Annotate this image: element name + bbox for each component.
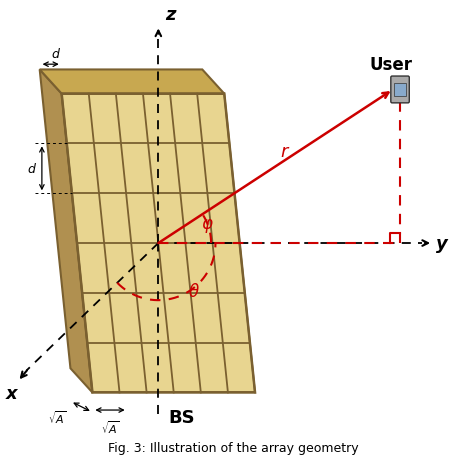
Text: r: r (280, 142, 287, 161)
Text: φ: φ (201, 215, 212, 233)
Text: User: User (370, 56, 413, 73)
Text: d: d (51, 48, 59, 61)
Text: BS: BS (169, 408, 195, 426)
Text: θ: θ (188, 283, 199, 301)
Polygon shape (40, 71, 224, 95)
Text: $\sqrt{A}$: $\sqrt{A}$ (101, 418, 119, 435)
Polygon shape (61, 95, 255, 393)
FancyBboxPatch shape (391, 77, 409, 104)
Bar (395, 83, 406, 96)
Text: d: d (27, 162, 35, 176)
Text: z: z (165, 6, 176, 24)
Text: y: y (436, 234, 448, 253)
Text: x: x (5, 384, 17, 402)
Polygon shape (40, 71, 92, 393)
Text: Fig. 3: Illustration of the array geometry: Fig. 3: Illustration of the array geomet… (108, 441, 359, 454)
Text: $\sqrt{A}$: $\sqrt{A}$ (48, 408, 66, 425)
